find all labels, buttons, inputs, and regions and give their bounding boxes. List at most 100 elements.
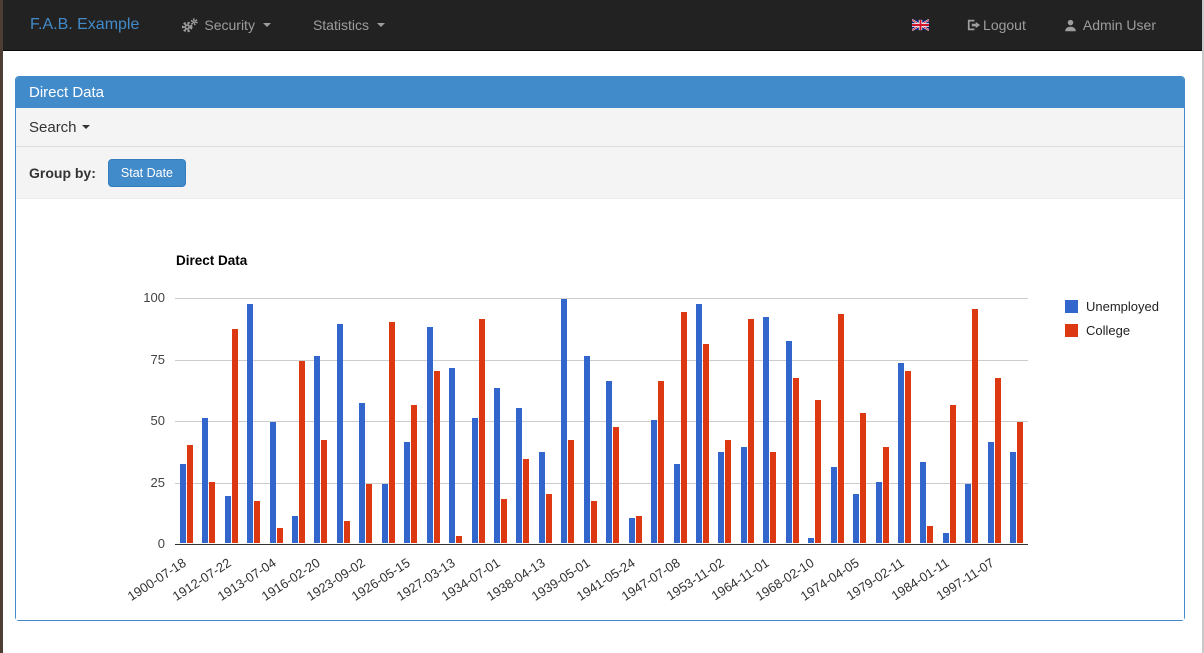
bar-college xyxy=(209,481,216,543)
bar-college xyxy=(500,498,507,543)
user-icon xyxy=(1064,19,1077,32)
chart-legend: Unemployed College xyxy=(1065,299,1159,338)
legend-label: Unemployed xyxy=(1086,299,1159,314)
bar-college xyxy=(972,309,979,543)
user-menu[interactable]: Admin User xyxy=(1064,17,1156,33)
bar-college xyxy=(456,535,463,543)
panel-heading: Direct Data xyxy=(16,77,1184,108)
bar-college xyxy=(186,444,193,543)
bar-unemployed xyxy=(920,461,927,543)
bar-college xyxy=(590,501,597,543)
y-axis-label: 100 xyxy=(143,290,165,305)
bar-unemployed xyxy=(538,451,545,543)
panel-body: Direct Data 0 25 50 75 100 1900-07-18 1912-07… xyxy=(16,199,1184,620)
bar-college xyxy=(815,400,822,543)
chart-title: Direct Data xyxy=(176,253,248,268)
bar-unemployed xyxy=(224,496,231,543)
bar-unemployed xyxy=(381,483,388,543)
bar-unemployed xyxy=(785,341,792,543)
bar-unemployed xyxy=(359,402,366,543)
gridline xyxy=(175,298,1028,299)
bar-unemployed xyxy=(1010,451,1017,543)
direct-data-panel: Direct Data Search Group by: Stat Date D… xyxy=(15,76,1185,621)
legend-swatch xyxy=(1065,300,1078,313)
groupby-label: Group by: xyxy=(29,164,96,181)
search-label: Search xyxy=(29,118,77,136)
logout-link[interactable]: Logout xyxy=(967,17,1026,33)
bar-college xyxy=(321,439,328,543)
y-axis-label: 0 xyxy=(157,536,165,551)
menu-statistics[interactable]: Statistics xyxy=(313,17,385,33)
bar-college xyxy=(545,493,552,543)
y-axis-label: 75 xyxy=(150,351,165,367)
bar-college xyxy=(680,311,687,543)
chevron-down-icon xyxy=(376,23,385,27)
bar-unemployed xyxy=(583,356,590,543)
brand-link[interactable]: F.A.B. Example xyxy=(30,16,140,33)
bar-unemployed xyxy=(898,363,905,543)
bar-unemployed xyxy=(404,442,411,543)
bar-college xyxy=(231,328,238,543)
bar-unemployed xyxy=(493,388,500,543)
bar-college xyxy=(298,360,305,543)
bar-college xyxy=(860,412,867,543)
stat-date-button[interactable]: Stat Date xyxy=(107,158,187,187)
menu-security[interactable]: Security xyxy=(181,17,271,33)
window-edge-right xyxy=(1202,0,1204,653)
bar-college xyxy=(837,314,844,543)
bar-unemployed xyxy=(449,368,456,543)
bar-unemployed xyxy=(426,326,433,543)
bar-unemployed xyxy=(763,316,770,543)
bar-unemployed xyxy=(853,493,860,543)
chevron-down-icon xyxy=(262,23,271,27)
legend-item: College xyxy=(1065,323,1159,338)
sign-out-icon xyxy=(967,18,981,32)
x-axis: 1900-07-18 1912-07-22 1913-07-04 1916-02-20… xyxy=(124,544,1028,614)
bar-unemployed xyxy=(561,299,568,543)
bar-college xyxy=(366,483,373,543)
bar-college xyxy=(703,343,709,543)
bar-unemployed xyxy=(830,466,837,543)
window-edge-left xyxy=(0,0,3,653)
bar-college xyxy=(725,439,732,543)
bar-college xyxy=(635,515,642,543)
bar-unemployed xyxy=(875,481,882,543)
cogs-icon xyxy=(181,17,199,33)
gridline xyxy=(175,482,1028,484)
bar-college xyxy=(905,370,912,543)
navbar-right: Logout Admin User xyxy=(911,17,1156,33)
bar-unemployed xyxy=(628,518,635,543)
bar-unemployed xyxy=(179,464,186,543)
bar-unemployed xyxy=(673,464,680,543)
bar-college xyxy=(747,319,754,543)
y-axis-label: 25 xyxy=(150,474,165,490)
y-axis-label: 50 xyxy=(150,413,165,428)
bar-unemployed xyxy=(336,324,343,543)
search-toggle[interactable]: Search xyxy=(16,108,1184,147)
bar-college xyxy=(658,380,665,543)
bar-college xyxy=(388,321,395,543)
chevron-down-icon xyxy=(81,125,90,129)
bar-unemployed xyxy=(269,422,276,543)
bar-unemployed xyxy=(651,420,658,543)
bar-college xyxy=(994,378,1001,543)
bar-unemployed xyxy=(740,447,747,543)
navbar: F.A.B. Example Security Statistics xyxy=(0,0,1204,51)
legend-label: College xyxy=(1086,323,1131,338)
bar-unemployed xyxy=(965,483,972,543)
bar-unemployed xyxy=(247,304,254,543)
bar-college xyxy=(411,405,418,543)
bar-college xyxy=(1017,422,1024,543)
bar-college xyxy=(343,520,350,543)
bar-college xyxy=(478,319,485,543)
bar-unemployed xyxy=(606,380,613,543)
bar-college xyxy=(276,528,283,543)
bar-college xyxy=(254,501,261,543)
chart: Direct Data 0 25 50 75 100 1900-07-18 1912-07… xyxy=(124,253,1165,614)
bar-unemployed xyxy=(718,451,725,543)
user-label: Admin User xyxy=(1082,17,1156,33)
gridline xyxy=(175,421,1028,422)
gridline xyxy=(175,359,1028,361)
bar-college xyxy=(568,439,575,543)
uk-flag-icon[interactable] xyxy=(911,19,930,31)
